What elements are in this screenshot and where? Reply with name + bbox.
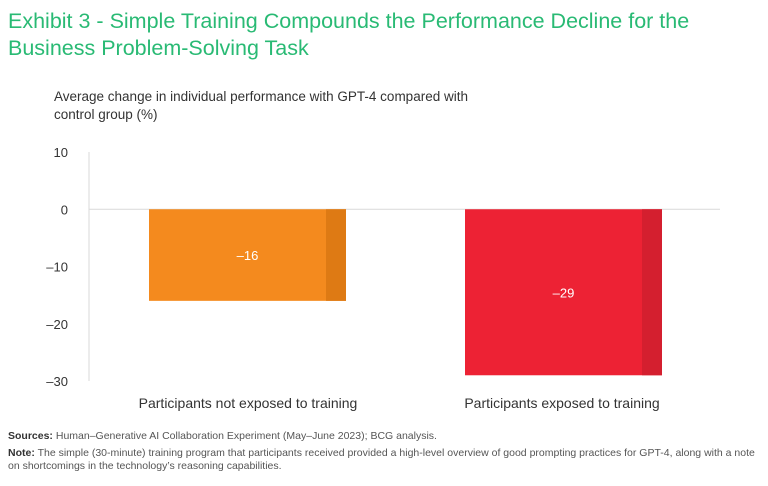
bar-rect [465, 209, 662, 376]
y-tick-label: –20 [46, 317, 68, 332]
x-axis-labels: Participants not exposed to training Part… [139, 395, 660, 411]
bars: –16 –29 [149, 209, 662, 376]
y-tick-label: 0 [61, 202, 68, 217]
note-text: The simple (30-minute) training program … [8, 447, 755, 472]
sources-text: Human–Generative AI Collaboration Experi… [52, 430, 437, 442]
y-tick-label: 10 [54, 145, 68, 160]
y-tick-label: –30 [46, 374, 68, 389]
sources-label: Sources: [8, 430, 53, 442]
note-label: Note: [8, 447, 35, 459]
bar-2: –29 [465, 209, 662, 376]
bar-shade [642, 209, 662, 376]
chart-title: Exhibit 3 - Simple Training Compounds th… [8, 9, 690, 60]
bar-1: –16 [149, 209, 346, 301]
bar-rect [149, 209, 346, 301]
bar-shade [326, 209, 346, 301]
y-axis-label: Average change in individual performance… [54, 89, 468, 122]
bar-value-label: –29 [553, 285, 575, 300]
note-footnote: Note: The simple (30-minute) training pr… [8, 447, 760, 473]
y-tick-label: –10 [46, 260, 68, 275]
x-category-label: Participants not exposed to training [139, 395, 358, 411]
sources-footnote: Sources: Human–Generative AI Collaborati… [8, 430, 760, 443]
bar-value-label: –16 [237, 248, 259, 263]
x-category-label: Participants exposed to training [464, 395, 659, 411]
